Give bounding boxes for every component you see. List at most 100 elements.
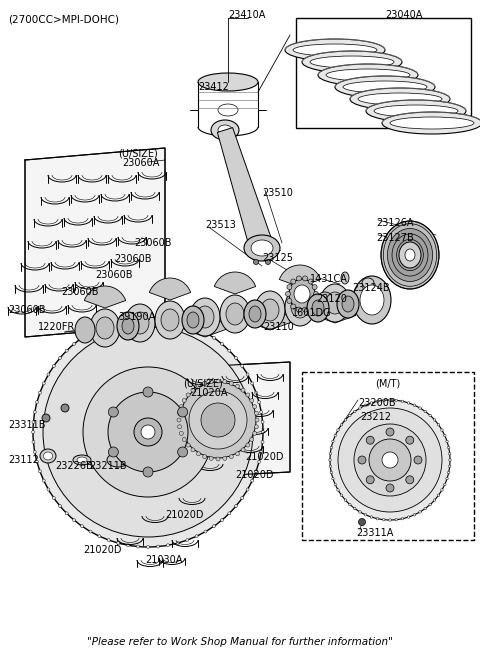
Ellipse shape (196, 306, 214, 328)
Ellipse shape (370, 402, 372, 404)
Ellipse shape (330, 400, 450, 520)
Ellipse shape (89, 331, 92, 334)
Ellipse shape (342, 296, 354, 312)
Ellipse shape (240, 365, 244, 367)
Text: 23120: 23120 (316, 294, 347, 304)
Ellipse shape (296, 276, 301, 281)
Ellipse shape (218, 125, 232, 135)
Ellipse shape (229, 381, 233, 385)
Ellipse shape (36, 401, 38, 403)
Ellipse shape (381, 221, 439, 289)
Ellipse shape (42, 414, 50, 422)
Text: 23211B: 23211B (89, 461, 127, 471)
Text: 1601DG: 1601DG (292, 308, 332, 318)
Ellipse shape (446, 440, 448, 443)
Ellipse shape (127, 317, 130, 320)
Text: 23513: 23513 (205, 220, 236, 230)
Ellipse shape (211, 120, 239, 140)
Ellipse shape (38, 470, 41, 473)
Ellipse shape (399, 242, 421, 268)
Ellipse shape (83, 367, 213, 497)
Ellipse shape (293, 44, 377, 56)
Ellipse shape (96, 317, 114, 339)
Ellipse shape (291, 304, 296, 309)
Bar (302, 372, 474, 540)
Ellipse shape (107, 538, 110, 542)
Text: 21020D: 21020D (245, 452, 284, 462)
Ellipse shape (36, 460, 38, 463)
Ellipse shape (344, 499, 347, 501)
Text: 21020D: 21020D (165, 510, 204, 520)
Ellipse shape (195, 326, 198, 329)
Ellipse shape (204, 331, 207, 334)
Ellipse shape (382, 452, 398, 468)
Ellipse shape (353, 507, 356, 510)
Ellipse shape (312, 299, 317, 303)
Ellipse shape (382, 112, 480, 134)
Ellipse shape (186, 393, 190, 397)
Ellipse shape (141, 425, 155, 439)
Ellipse shape (337, 429, 339, 431)
Text: 23200B: 23200B (358, 398, 396, 408)
Ellipse shape (134, 418, 162, 446)
Ellipse shape (47, 373, 50, 376)
Ellipse shape (383, 399, 385, 402)
Ellipse shape (389, 519, 391, 521)
Ellipse shape (252, 432, 257, 436)
Ellipse shape (52, 496, 55, 500)
Ellipse shape (235, 504, 238, 508)
Ellipse shape (291, 279, 296, 284)
Ellipse shape (413, 514, 416, 516)
Ellipse shape (187, 312, 199, 328)
Ellipse shape (294, 285, 310, 303)
Ellipse shape (89, 530, 92, 533)
Ellipse shape (326, 292, 344, 314)
Ellipse shape (44, 452, 52, 460)
Ellipse shape (387, 229, 432, 282)
Ellipse shape (38, 391, 41, 394)
Ellipse shape (191, 388, 195, 392)
Ellipse shape (386, 428, 394, 436)
Ellipse shape (190, 298, 220, 336)
Wedge shape (120, 321, 161, 343)
Ellipse shape (358, 93, 442, 105)
Text: 23126A: 23126A (376, 218, 413, 228)
Ellipse shape (262, 430, 264, 434)
Ellipse shape (161, 309, 179, 331)
Ellipse shape (218, 104, 238, 116)
Ellipse shape (414, 456, 422, 464)
Ellipse shape (364, 404, 367, 407)
Ellipse shape (252, 405, 257, 409)
Ellipse shape (338, 408, 442, 512)
Ellipse shape (447, 446, 450, 449)
Ellipse shape (329, 453, 332, 455)
Text: (U/SIZE): (U/SIZE) (118, 148, 158, 158)
Ellipse shape (75, 317, 95, 343)
Ellipse shape (182, 438, 186, 441)
Ellipse shape (228, 512, 231, 515)
Ellipse shape (341, 272, 349, 284)
Ellipse shape (330, 446, 333, 449)
Ellipse shape (366, 476, 374, 484)
Text: (2700CC>MPI-DOHC): (2700CC>MPI-DOHC) (8, 14, 119, 24)
Ellipse shape (203, 455, 207, 458)
Ellipse shape (59, 356, 61, 360)
Ellipse shape (258, 401, 261, 403)
Ellipse shape (191, 448, 195, 452)
Ellipse shape (209, 380, 213, 384)
Text: 23124B: 23124B (352, 283, 390, 293)
Ellipse shape (255, 291, 285, 329)
Ellipse shape (308, 304, 313, 309)
Ellipse shape (318, 64, 418, 86)
Ellipse shape (182, 398, 186, 403)
Ellipse shape (196, 452, 201, 456)
Ellipse shape (81, 525, 84, 528)
Ellipse shape (392, 234, 428, 276)
Ellipse shape (33, 317, 263, 547)
Ellipse shape (178, 425, 181, 429)
Ellipse shape (176, 542, 179, 544)
Ellipse shape (437, 494, 440, 496)
Ellipse shape (253, 259, 259, 265)
Wedge shape (314, 301, 356, 323)
Ellipse shape (401, 517, 404, 520)
